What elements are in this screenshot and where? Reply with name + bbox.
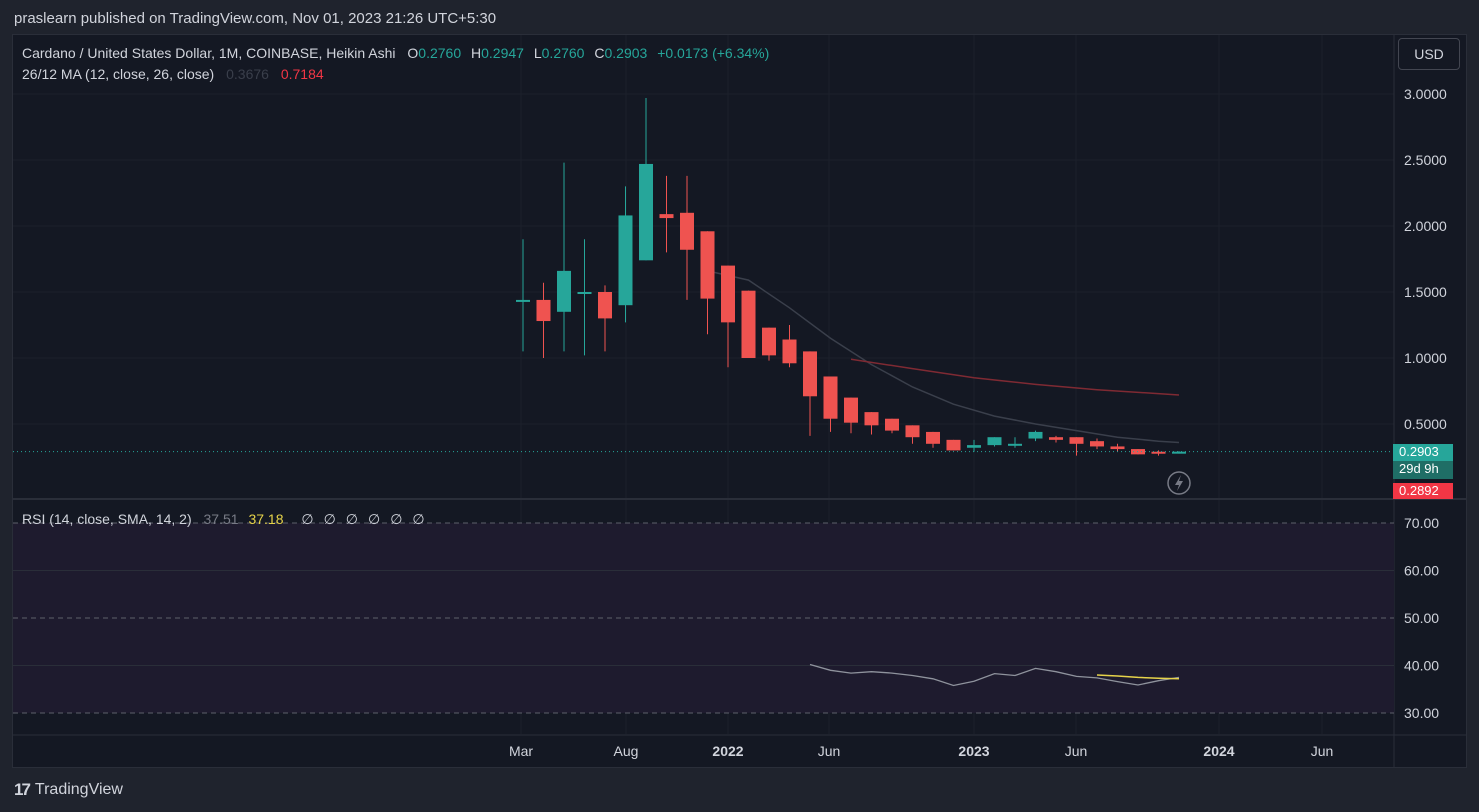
time-axis-label: Jun <box>1065 743 1088 759</box>
rsi-legend[interactable]: RSI (14, close, SMA, 14, 2) 37.51 37.18 … <box>22 511 433 528</box>
price-axis-labels: 3.0000 2.5000 2.0000 1.5000 1.0000 0.5000 <box>1404 86 1447 432</box>
candle-body[interactable] <box>823 376 838 419</box>
candle-body[interactable] <box>1090 441 1104 447</box>
candle-body[interactable] <box>577 292 592 294</box>
high-label: H <box>471 45 482 61</box>
rsi-label: RSI (14, close, SMA, 14, 2) <box>22 511 192 527</box>
symbol-legend: Cardano / United States Dollar, 1M, COIN… <box>22 45 773 61</box>
price-axis-label: 1.5000 <box>1404 284 1447 300</box>
time-axis-label: 2023 <box>958 743 989 759</box>
candle-body[interactable] <box>1028 431 1043 439</box>
candle-body[interactable] <box>659 214 674 219</box>
candle-body[interactable] <box>557 270 571 312</box>
currency-button[interactable]: USD <box>1398 38 1460 70</box>
rsi-grid <box>13 522 1394 714</box>
rsi-empty-value: ∅ <box>345 511 358 527</box>
ma-price-tag: 0.2892 <box>1393 483 1453 499</box>
price-axis-label: 0.5000 <box>1404 416 1447 432</box>
time-axis-label: Aug <box>614 743 639 759</box>
candle-body[interactable] <box>844 397 858 423</box>
rsi-empty-value: ∅ <box>368 511 381 527</box>
symbol-title[interactable]: Cardano / United States Dollar, 1M, COIN… <box>22 45 396 61</box>
open-value: 0.2760 <box>418 45 462 61</box>
candle-body[interactable] <box>885 418 899 431</box>
candle-body[interactable] <box>946 439 961 451</box>
ma-value-1: 0.3676 <box>226 66 269 82</box>
change-value: +0.0173 (+6.34%) <box>657 45 770 61</box>
candle-body[interactable] <box>536 299 551 322</box>
footer-brand[interactable]: 17 TradingView <box>14 780 123 800</box>
candle-body[interactable] <box>700 231 715 299</box>
candle-body[interactable] <box>967 445 981 448</box>
candle-body[interactable] <box>1008 443 1022 446</box>
candle-body[interactable] <box>1069 437 1084 444</box>
rsi-axis-label: 40.00 <box>1404 658 1439 674</box>
rsi-axis-label: 50.00 <box>1404 610 1439 626</box>
rsi-empty-value: ∅ <box>390 511 403 527</box>
rsi-line <box>809 663 1180 687</box>
rsi-axis-label: 70.00 <box>1404 515 1439 531</box>
candle-body[interactable] <box>516 299 530 302</box>
candle-body[interactable] <box>1172 451 1186 454</box>
countdown-tag: 29d 9h <box>1393 461 1453 479</box>
price-axis-label: 2.0000 <box>1404 218 1447 234</box>
last-price-tag: 0.2903 <box>1393 444 1453 461</box>
price-axis-label: 3.0000 <box>1404 86 1447 102</box>
rsi-band <box>13 523 1394 713</box>
candle-body[interactable] <box>618 215 633 306</box>
rsi-value-1: 37.51 <box>203 511 239 527</box>
candle-body[interactable] <box>639 163 653 261</box>
candle-body[interactable] <box>680 212 694 250</box>
ma-value-2: 0.7184 <box>280 66 324 82</box>
candles <box>516 97 1186 456</box>
candle-body[interactable] <box>926 431 940 444</box>
rsi-empty-value: ∅ <box>301 511 314 527</box>
ma-legend[interactable]: 26/12 MA (12, close, 26, close) 0.3676 0… <box>22 66 328 82</box>
time-axis-labels: Mar Aug 2022 Jun 2023 Jun 2024 Jun <box>509 743 1333 759</box>
candle-body[interactable] <box>782 339 797 364</box>
tradingview-logo-icon: 17 <box>14 780 31 799</box>
rsi-axis-label: 60.00 <box>1404 563 1439 579</box>
candle-body[interactable] <box>1110 446 1125 450</box>
rsi-axis-labels: 70.00 60.00 50.00 40.00 30.00 <box>1404 515 1439 721</box>
time-axis-label: 2022 <box>712 743 743 759</box>
rsi-axis-label: 30.00 <box>1404 705 1439 721</box>
candle-body[interactable] <box>987 437 1002 446</box>
time-axis-label: Mar <box>509 743 533 759</box>
rsi-value-2: 37.18 <box>248 511 284 527</box>
moving-averages <box>707 270 1180 444</box>
low-label: L <box>533 45 542 61</box>
candle-body[interactable] <box>803 351 817 397</box>
candle-body[interactable] <box>1151 451 1166 454</box>
time-axis-label: 2024 <box>1203 743 1234 759</box>
high-value: 0.2947 <box>481 45 524 61</box>
rsi-empty-value: ∅ <box>412 511 425 527</box>
time-axis-label: Jun <box>818 743 841 759</box>
candle-body[interactable] <box>762 327 776 356</box>
time-axis-label: Jun <box>1311 743 1334 759</box>
candle-body[interactable] <box>598 292 612 319</box>
publisher-line: praslearn published on TradingView.com, … <box>14 10 497 27</box>
close-label: C <box>594 45 605 61</box>
brand-label: TradingView <box>34 781 123 798</box>
candle-body[interactable] <box>905 425 920 438</box>
rsi-empty-value: ∅ <box>323 511 336 527</box>
candle-body[interactable] <box>741 290 756 358</box>
close-value: 0.2903 <box>604 45 648 61</box>
low-value: 0.2760 <box>541 45 585 61</box>
candle-body[interactable] <box>1049 437 1063 440</box>
lightning-icon[interactable] <box>1167 471 1191 495</box>
candle-body[interactable] <box>721 265 735 323</box>
candle-body[interactable] <box>864 412 879 426</box>
ma-label: 26/12 MA (12, close, 26, close) <box>22 66 215 82</box>
price-axis-label: 2.5000 <box>1404 152 1447 168</box>
rsi-lines <box>809 663 1180 687</box>
ma-fast-line <box>707 270 1180 444</box>
ma-slow-line <box>850 358 1180 396</box>
price-axis-label: 1.0000 <box>1404 350 1447 366</box>
open-label: O <box>407 45 419 61</box>
rsi-sma-line <box>1096 674 1180 680</box>
